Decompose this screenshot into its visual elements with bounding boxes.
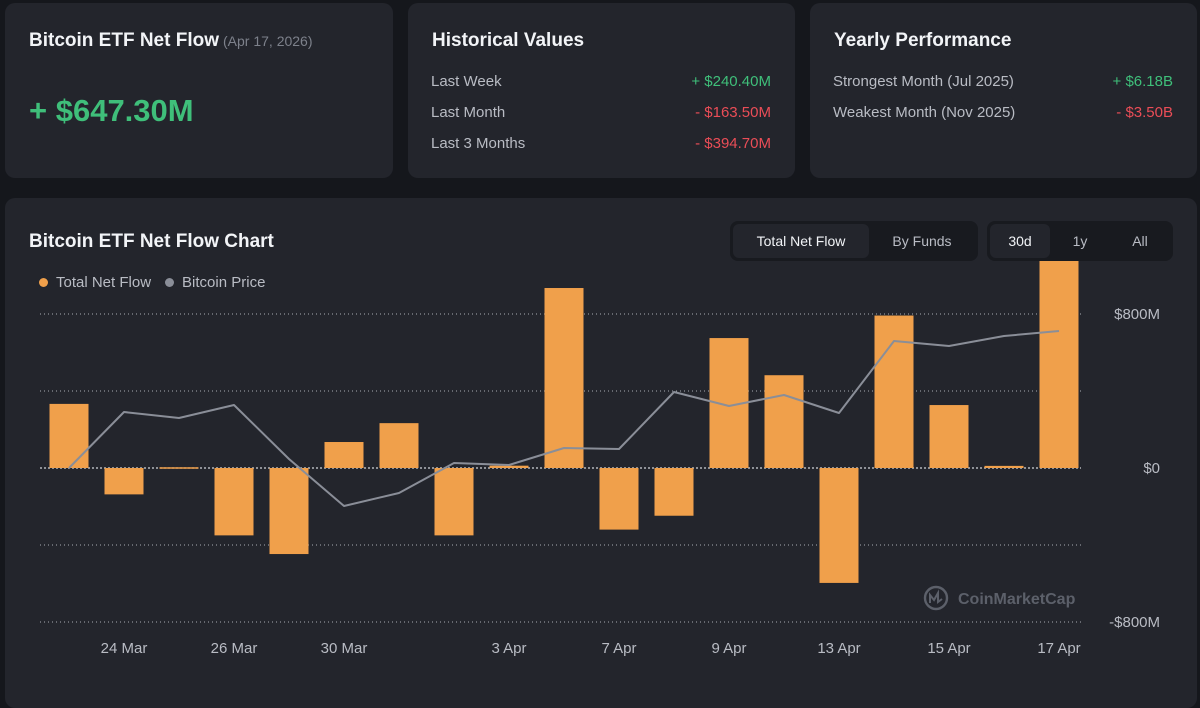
x-tick-label: 13 Apr — [817, 640, 860, 657]
net-flow-bar[interactable] — [544, 288, 584, 468]
yearly-row-value: + $6.18B — [1112, 73, 1173, 90]
x-tick-label: 26 Mar — [211, 640, 258, 657]
bitcoin-price-line — [68, 330, 1060, 507]
net-flow-bar[interactable] — [159, 467, 199, 469]
net-flow-chart: $800M $0 -$800M 24 Mar 26 Mar 30 Mar 3 Apr 7 Ap… — [40, 221, 1160, 657]
net-flow-card: Bitcoin ETF Net Flow (Apr 17, 2026) + $64… — [5, 3, 393, 178]
view-toggle: Total Net Flow By Funds — [730, 221, 978, 261]
y-tick-label: -$800M — [1109, 614, 1160, 631]
legend-dot-net-flow — [39, 278, 48, 287]
net-flow-bar[interactable] — [1039, 221, 1079, 468]
watermark-text: CoinMarketCap — [958, 591, 1076, 608]
coinmarketcap-watermark: CoinMarketCap — [923, 585, 1076, 611]
net-flow-title: Bitcoin ETF Net Flow (Apr 17, 2026) — [29, 30, 313, 52]
yearly-title: Yearly Performance — [834, 30, 1012, 51]
historical-row-value: - $394.70M — [695, 135, 771, 152]
x-tick-label: 7 Apr — [601, 640, 636, 657]
x-tick-label: 17 Apr — [1037, 640, 1080, 657]
historical-row: Last Month - $163.50M — [431, 104, 771, 121]
historical-row-value: - $163.50M — [695, 104, 771, 121]
yearly-performance-card: Yearly Performance Strongest Month (Jul … — [810, 3, 1197, 178]
y-tick-label: $0 — [1143, 460, 1160, 477]
x-tick-label: 24 Mar — [101, 640, 148, 657]
net-flow-bar[interactable] — [379, 423, 419, 468]
coinmarketcap-logo-icon — [923, 585, 949, 611]
total-net-flow-tab[interactable]: Total Net Flow — [733, 224, 869, 258]
y-tick-label: $800M — [1114, 306, 1160, 323]
yearly-row-value: - $3.50B — [1116, 104, 1173, 121]
yearly-row: Weakest Month (Nov 2025) - $3.50B — [833, 104, 1173, 121]
x-tick-label: 3 Apr — [491, 640, 526, 657]
net-flow-bar[interactable] — [929, 405, 969, 468]
chart-bars — [49, 221, 1079, 583]
net-flow-bar[interactable] — [819, 468, 859, 583]
net-flow-bar[interactable] — [49, 403, 89, 468]
net-flow-value: + $647.30M — [29, 93, 194, 128]
net-flow-bar[interactable] — [214, 468, 254, 536]
chart-price-line-group — [68, 330, 1060, 507]
yearly-row-label: Weakest Month (Nov 2025) — [833, 104, 1016, 121]
x-tick-label: 9 Apr — [711, 640, 746, 657]
yearly-row-label: Strongest Month (Jul 2025) — [833, 73, 1014, 90]
historical-row-label: Last Week — [431, 73, 502, 90]
legend-dot-bitcoin-price — [165, 278, 175, 287]
x-tick-label: 15 Apr — [927, 640, 970, 657]
x-tick-label: 30 Mar — [321, 640, 368, 657]
range-toggle: 30d 1y All — [987, 221, 1173, 261]
range-all-tab[interactable]: All — [1132, 233, 1148, 249]
net-flow-bar[interactable] — [489, 465, 529, 468]
net-flow-bar[interactable] — [269, 468, 309, 555]
chart-legend: Total Net Flow Bitcoin Price — [39, 274, 265, 291]
net-flow-chart-card: $800M $0 -$800M 24 Mar 26 Mar 30 Mar 3 Apr 7 Ap… — [5, 198, 1197, 708]
yearly-row: Strongest Month (Jul 2025) + $6.18B — [833, 73, 1173, 90]
range-1y-tab[interactable]: 1y — [1072, 233, 1088, 249]
by-funds-tab[interactable]: By Funds — [892, 233, 952, 249]
legend-item-net-flow[interactable]: Total Net Flow — [39, 274, 151, 291]
historical-title: Historical Values — [432, 30, 585, 51]
legend-label-bitcoin-price: Bitcoin Price — [182, 274, 266, 291]
net-flow-date: (Apr 17, 2026) — [223, 33, 313, 49]
net-flow-bar[interactable] — [324, 442, 364, 468]
legend-label-net-flow: Total Net Flow — [56, 274, 152, 291]
net-flow-bar[interactable] — [874, 315, 914, 468]
historical-row: Last 3 Months - $394.70M — [431, 135, 771, 152]
historical-row-value: + $240.40M — [691, 73, 771, 90]
legend-item-bitcoin-price[interactable]: Bitcoin Price — [165, 274, 265, 291]
net-flow-bar[interactable] — [599, 468, 639, 530]
range-30d-tab[interactable]: 30d — [990, 224, 1050, 258]
net-flow-bar[interactable] — [984, 465, 1024, 468]
chart-ticks: $800M $0 -$800M 24 Mar 26 Mar 30 Mar 3 Apr 7 Ap… — [101, 306, 1160, 657]
chart-title: Bitcoin ETF Net Flow Chart — [29, 231, 274, 252]
net-flow-title-text: Bitcoin ETF Net Flow — [29, 30, 219, 51]
net-flow-bar[interactable] — [104, 468, 144, 495]
historical-row: Last Week + $240.40M — [431, 73, 771, 90]
historical-row-label: Last Month — [431, 104, 506, 121]
historical-values-card: Historical Values Last Week + $240.40M L… — [408, 3, 795, 178]
net-flow-bar[interactable] — [764, 375, 804, 468]
coinmarketcap-logo-mark — [929, 589, 943, 604]
historical-row-label: Last 3 Months — [431, 135, 526, 152]
net-flow-bar[interactable] — [434, 468, 474, 536]
net-flow-bar[interactable] — [654, 468, 694, 516]
